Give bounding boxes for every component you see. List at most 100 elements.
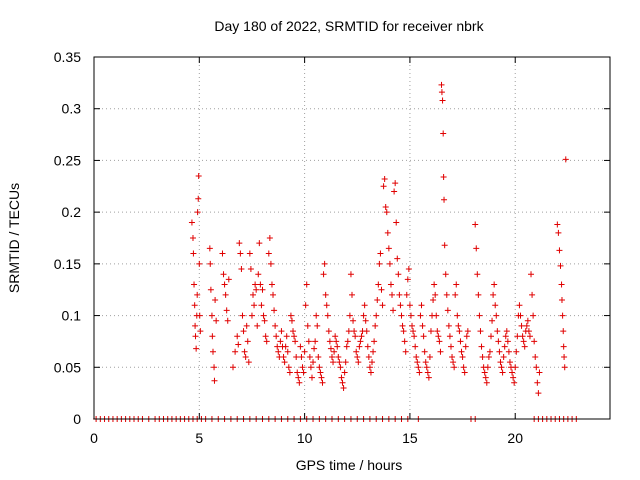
data-point [386, 260, 393, 267]
data-point [363, 328, 370, 335]
data-point [319, 379, 326, 386]
data-point [313, 312, 320, 319]
data-point [212, 297, 219, 304]
data-point [261, 317, 268, 324]
data-point [476, 312, 483, 319]
data-point [506, 359, 513, 366]
data-point [378, 286, 385, 293]
data-point [301, 348, 308, 355]
data-point [558, 297, 565, 304]
data-point [335, 353, 342, 360]
data-point [244, 338, 251, 345]
data-point [464, 328, 471, 335]
data-point [241, 348, 248, 355]
data-point [321, 260, 328, 267]
data-point [533, 364, 540, 371]
data-point [439, 97, 446, 104]
data-point [531, 338, 538, 345]
data-point [344, 338, 351, 345]
data-point [497, 359, 504, 366]
y-tick-label: 0.35 [54, 49, 81, 65]
data-point [430, 297, 437, 304]
data-point [211, 364, 218, 371]
data-point [273, 333, 280, 340]
data-point [255, 271, 262, 278]
data-point [234, 333, 241, 340]
data-point [397, 302, 404, 309]
data-point [252, 281, 259, 288]
data-point [369, 359, 376, 366]
data-point [311, 345, 318, 352]
data-point [298, 353, 305, 360]
data-point [208, 312, 215, 319]
data-point [435, 333, 442, 340]
data-point [499, 369, 506, 376]
data-point [443, 291, 450, 298]
data-point [330, 359, 337, 366]
y-axis-label: SRMTID / TECUs [6, 183, 22, 293]
data-point [383, 209, 390, 216]
data-point [284, 348, 291, 355]
data-point [377, 250, 384, 257]
data-point [195, 172, 202, 179]
data-point [379, 302, 386, 309]
data-point [409, 322, 416, 329]
data-point [441, 196, 448, 203]
data-point [304, 322, 311, 329]
data-point [461, 369, 468, 376]
x-tick-label: 15 [402, 430, 418, 446]
data-point [432, 291, 439, 298]
data-point [303, 281, 310, 288]
data-point [262, 333, 269, 340]
data-point [459, 353, 466, 360]
data-point [293, 353, 300, 360]
data-point [393, 219, 400, 226]
data-point [447, 343, 454, 350]
data-point [453, 281, 460, 288]
data-point [412, 343, 419, 350]
data-point [315, 353, 322, 360]
data-point [258, 302, 265, 309]
data-point [492, 302, 499, 309]
data-point [317, 369, 324, 376]
grid [94, 57, 610, 419]
data-point [221, 281, 228, 288]
data-point [310, 359, 317, 366]
data-point [416, 369, 423, 376]
data-point [366, 364, 373, 371]
data-point [474, 271, 481, 278]
data-point [327, 345, 334, 352]
data-point [250, 291, 257, 298]
data-point [346, 312, 353, 319]
data-point [406, 302, 413, 309]
data-point [292, 338, 299, 345]
data-point [254, 322, 261, 329]
data-point [266, 235, 273, 241]
data-point [402, 348, 409, 355]
data-point [220, 271, 227, 278]
data-point [280, 353, 287, 360]
x-tick-label: 20 [507, 430, 523, 446]
data-point [496, 348, 503, 355]
data-point [411, 333, 418, 340]
data-point [503, 328, 510, 335]
data-point [431, 281, 438, 288]
data-point [517, 312, 524, 319]
data-point [312, 338, 319, 345]
data-point [486, 348, 493, 355]
data-point [235, 341, 242, 348]
data-point [349, 291, 355, 298]
data-point [484, 364, 491, 371]
data-point [414, 359, 421, 366]
data-point [399, 322, 406, 329]
data-point [194, 291, 201, 298]
data-point [427, 328, 434, 335]
data-point [436, 338, 443, 345]
data-point [356, 343, 363, 350]
data-point [295, 374, 302, 381]
data-point [426, 353, 433, 360]
data-point [449, 353, 456, 360]
data-point [278, 328, 285, 335]
data-point [253, 286, 260, 293]
data-point [302, 302, 309, 309]
